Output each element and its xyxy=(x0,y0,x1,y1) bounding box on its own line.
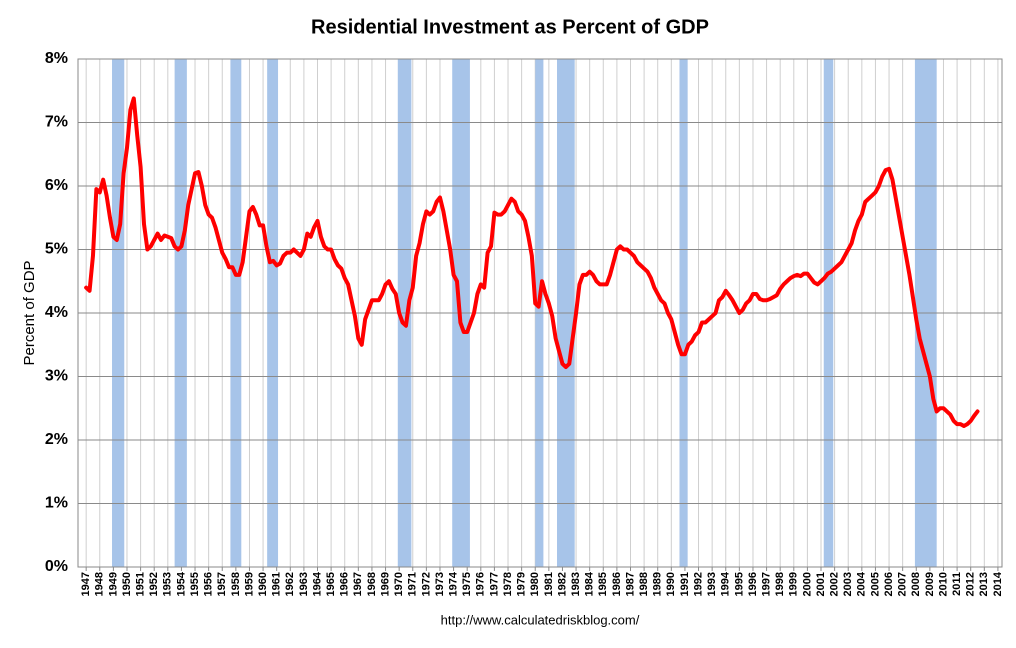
x-tick-label: 2005 xyxy=(869,572,881,596)
x-tick-label: 1995 xyxy=(733,572,745,596)
data-line xyxy=(84,96,980,429)
y-tick-label: 8% xyxy=(45,50,68,67)
x-tick-label: 1953 xyxy=(162,572,174,596)
y-tick-label: 4% xyxy=(45,304,68,321)
x-tick-label: 1960 xyxy=(257,572,269,596)
x-tick-label: 1949 xyxy=(107,572,119,596)
x-tick-label: 2014 xyxy=(992,571,1004,596)
y-tick-label: 2% xyxy=(45,431,68,448)
x-tick-label: 2000 xyxy=(801,572,813,596)
x-tick-label: 1961 xyxy=(271,572,283,596)
x-tick-label: 1973 xyxy=(434,572,446,596)
x-tick-label: 1993 xyxy=(706,572,718,596)
x-tick-label: 2008 xyxy=(910,572,922,596)
x-tick-label: 1998 xyxy=(774,572,786,596)
x-tick-label: 1969 xyxy=(379,572,391,596)
x-tick-label: 2001 xyxy=(815,572,827,596)
x-tick-label: 2009 xyxy=(924,572,936,596)
x-tick-label: 1989 xyxy=(652,572,664,596)
x-tick-label: 1951 xyxy=(135,572,147,596)
x-tick-label: 1958 xyxy=(230,572,242,596)
x-tick-label: 1965 xyxy=(325,572,337,596)
x-tick-label: 2012 xyxy=(965,572,977,596)
x-tick-label: 2002 xyxy=(829,572,841,596)
y-tick-label: 6% xyxy=(45,177,68,194)
x-tick-label: 1997 xyxy=(760,572,772,596)
x-tick-label: 1947 xyxy=(80,572,92,596)
x-tick-label: 1994 xyxy=(720,571,732,596)
x-tick-label: 2006 xyxy=(883,572,895,596)
x-tick-label: 1957 xyxy=(216,572,228,596)
x-tick-label: 1982 xyxy=(556,572,568,596)
y-tick-label: 5% xyxy=(45,241,68,258)
x-tick-label: 1977 xyxy=(488,572,500,596)
x-tick-label: 2010 xyxy=(937,572,949,596)
x-tick-label: 1985 xyxy=(597,572,609,596)
x-tick-label: 1963 xyxy=(298,572,310,596)
x-tick-label: 1948 xyxy=(94,572,106,596)
x-tick-label: 1971 xyxy=(407,572,419,596)
y-tick-label: 7% xyxy=(45,114,68,131)
x-tick-label: 1986 xyxy=(611,572,623,596)
x-tick-label: 1952 xyxy=(148,572,160,596)
x-tick-label: 1972 xyxy=(420,572,432,596)
x-tick-label: 1992 xyxy=(692,572,704,596)
x-tick-label: 1996 xyxy=(747,572,759,596)
x-tick-label: 1990 xyxy=(665,572,677,596)
x-tick-label: 2004 xyxy=(856,571,868,596)
x-tick-label: 1988 xyxy=(638,572,650,596)
footer: http://www.calculatedriskblog.com/ xyxy=(441,612,640,627)
x-tick-label: 1987 xyxy=(624,572,636,596)
y-tick-label: 1% xyxy=(45,495,68,512)
x-tick-label: 2011 xyxy=(951,572,963,596)
x-tick-label: 1979 xyxy=(516,572,528,596)
x-tick-label: 1955 xyxy=(189,572,201,596)
x-tick-label: 1968 xyxy=(366,572,378,596)
y-axis-label: Percent of GDP xyxy=(21,260,38,365)
x-tick-label: 1978 xyxy=(502,572,514,596)
x-tick-label: 1999 xyxy=(788,572,800,596)
x-tick-label: 1959 xyxy=(243,572,255,596)
x-tick-label: 1976 xyxy=(475,572,487,596)
x-tick-label: 1964 xyxy=(311,571,323,596)
y-tick-label: 3% xyxy=(45,368,68,385)
chart-title: Residential Investment as Percent of GDP xyxy=(311,16,709,38)
x-tick-label: 1950 xyxy=(121,572,133,596)
x-tick-label: 1962 xyxy=(284,572,296,596)
x-tick-label: 1954 xyxy=(175,571,187,596)
x-tick-label: 1991 xyxy=(679,572,691,596)
x-tick-label: 1974 xyxy=(447,571,459,596)
x-tick-label: 1984 xyxy=(584,571,596,596)
x-tick-label: 2013 xyxy=(978,572,990,596)
x-tick-label: 1980 xyxy=(529,572,541,596)
x-tick-label: 1981 xyxy=(543,572,555,596)
x-tick-label: 2003 xyxy=(842,572,854,596)
x-tick-label: 1967 xyxy=(352,572,364,596)
x-tick-label: 1970 xyxy=(393,572,405,596)
x-tick-label: 1956 xyxy=(203,572,215,596)
x-tick-label: 2007 xyxy=(897,572,909,596)
x-tick-label: 1983 xyxy=(570,572,582,596)
x-tick-label: 1975 xyxy=(461,572,473,596)
x-tick-label: 1966 xyxy=(339,572,351,596)
y-tick-label: 0% xyxy=(45,558,68,575)
